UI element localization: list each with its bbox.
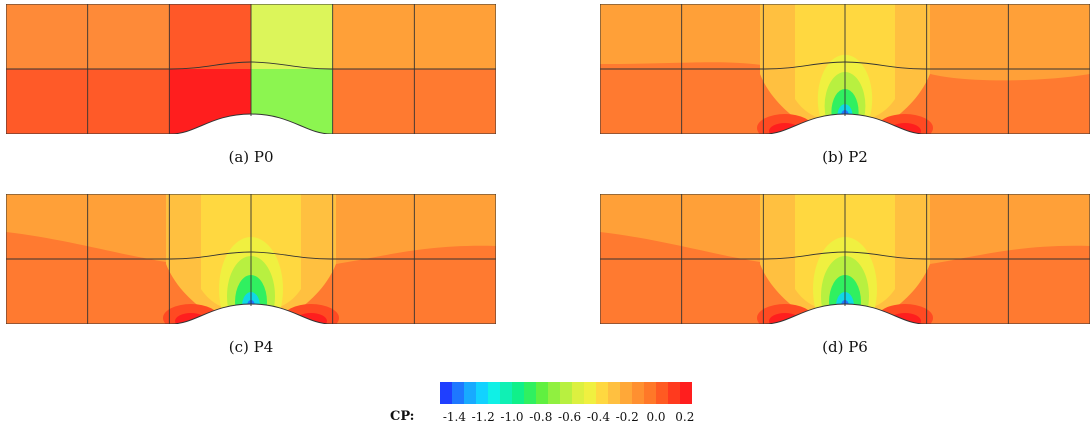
colorbar-swatch-6 bbox=[512, 382, 525, 404]
mesh-grid bbox=[6, 194, 496, 324]
colorbar bbox=[440, 382, 692, 404]
colorbar-tick-label: -0.6 bbox=[558, 410, 582, 424]
colorbar-swatch-13 bbox=[596, 382, 609, 404]
cell-bottom-3 bbox=[251, 69, 334, 134]
colorbar-swatch-2 bbox=[464, 382, 477, 404]
contour-plot-d bbox=[600, 194, 1090, 324]
colorbar-swatch-19 bbox=[668, 382, 681, 404]
caption-p0: (a) P0 bbox=[228, 148, 274, 166]
colorbar-swatch-5 bbox=[500, 382, 513, 404]
cell-bottom-2 bbox=[169, 69, 252, 134]
contour-panel-p0 bbox=[6, 4, 496, 134]
colorbar-swatch-15 bbox=[620, 382, 633, 404]
mesh-grid bbox=[600, 4, 1090, 134]
caption-p4: (c) P4 bbox=[228, 338, 274, 356]
colorbar-tick-label: -0.4 bbox=[586, 410, 610, 424]
mesh-grid bbox=[600, 194, 1090, 324]
cell-bottom-1 bbox=[87, 69, 170, 134]
colorbar-swatch-20 bbox=[680, 382, 692, 404]
caption-p2: (b) P2 bbox=[822, 148, 868, 166]
cell-top-4 bbox=[332, 4, 415, 70]
colorbar-swatch-11 bbox=[572, 382, 585, 404]
colorbar-swatch-16 bbox=[632, 382, 645, 404]
contour-plot-a bbox=[6, 4, 496, 134]
cell-top-0 bbox=[6, 4, 89, 70]
colorbar-swatch-7 bbox=[524, 382, 537, 404]
colorbar-tick-label: -1.0 bbox=[500, 410, 524, 424]
colorbar-swatch-18 bbox=[656, 382, 669, 404]
cell-bottom-0 bbox=[6, 69, 89, 134]
colorbar-swatch-12 bbox=[584, 382, 597, 404]
contour-panel-p4 bbox=[6, 194, 496, 324]
colorbar-tick-label: -0.2 bbox=[615, 410, 639, 424]
contour-panel-p6 bbox=[600, 194, 1090, 324]
caption-p6: (d) P6 bbox=[822, 338, 868, 356]
colorbar-swatch-10 bbox=[560, 382, 573, 404]
cell-bottom-4 bbox=[332, 69, 415, 134]
contour-plot-c bbox=[6, 194, 496, 324]
cell-top-1 bbox=[87, 4, 170, 70]
contour-panel-p2 bbox=[600, 4, 1090, 134]
colorbar-tick-label: -1.4 bbox=[442, 410, 466, 424]
mesh-grid bbox=[6, 4, 496, 134]
colorbar-swatch-4 bbox=[488, 382, 501, 404]
colorbar-swatch-14 bbox=[608, 382, 621, 404]
colorbar-tick-label: -0.8 bbox=[529, 410, 553, 424]
colorbar-swatch-8 bbox=[536, 382, 549, 404]
cell-top-5 bbox=[414, 4, 496, 70]
colorbar-tick-label: -1.2 bbox=[471, 410, 495, 424]
colorbar-swatch-3 bbox=[476, 382, 489, 404]
contour-plot-b bbox=[600, 4, 1090, 134]
cell-top-2 bbox=[169, 4, 252, 70]
colorbar-tick-label: 0.0 bbox=[646, 410, 666, 424]
colorbar-swatch-1 bbox=[452, 382, 465, 404]
cell-top-3 bbox=[251, 4, 334, 70]
colorbar-legend: CP: -1.4 -1.2 -1.0 -0.8 -0.6 -0.4 -0.2 0.0 0.2 bbox=[380, 380, 720, 428]
colorbar-tick-label: 0.2 bbox=[675, 410, 695, 424]
cell-bottom-5 bbox=[414, 69, 496, 134]
colorbar-swatch-0 bbox=[440, 382, 453, 404]
colorbar-swatch-17 bbox=[644, 382, 657, 404]
colorbar-swatch-9 bbox=[548, 382, 561, 404]
colorbar-label: CP: bbox=[390, 409, 415, 424]
